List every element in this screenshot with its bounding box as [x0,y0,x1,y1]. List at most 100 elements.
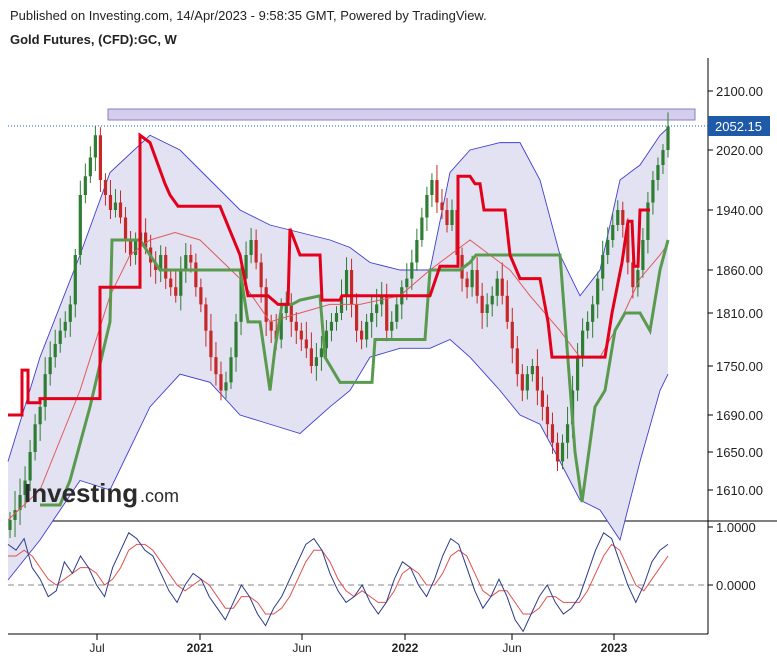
candle-body [435,180,439,203]
time-tick-label: Jun [292,641,311,655]
candle-body [666,126,670,150]
candle-body [174,287,178,296]
candle-body [284,304,288,313]
candle-body [565,424,570,443]
candle-body [334,313,339,322]
candle-body [108,195,113,210]
candle-body [264,287,268,322]
candle-body [485,304,489,313]
price-tick-label: 1750.00 [716,359,763,374]
candle-body [159,255,163,270]
candle-body [616,210,620,225]
candle-body [641,240,645,270]
candle-body [48,357,52,375]
chart-title: Gold Futures, (CFD):GC, W [10,32,177,47]
investing-logo: Investing .com [24,478,179,508]
osc-tick-label: 1.0000 [716,520,756,535]
time-tick-label: 2023 [601,641,628,655]
candle-body [445,210,449,225]
candle-body [63,321,67,331]
logo-suffix: .com [140,486,179,506]
candle-body [375,304,379,313]
candle-body [621,210,625,225]
candle-body [545,406,550,425]
candle-body [249,240,253,255]
candle-body [169,278,173,288]
candle-body [349,270,354,305]
candle-body [465,278,469,288]
price-tick-label: 1810.00 [716,306,763,321]
candle-body [68,304,72,322]
candle-body [38,406,42,425]
candle-body [8,520,12,530]
candle-body [440,202,444,210]
candle-body [370,313,374,322]
price-tick-label: 1860.00 [716,263,763,278]
candle-body [596,278,600,305]
candle-body [646,202,650,240]
osc-signal-line [8,543,669,615]
candle-body [319,348,324,358]
candle-body [239,278,243,322]
candle-body [254,240,258,263]
candle-body [525,374,529,391]
candle-body [606,240,610,255]
candle-body [73,255,77,305]
candle-body [224,382,228,391]
candle-body [58,330,62,344]
candle-body [586,321,590,331]
candle-body [189,255,193,263]
candle-body [279,313,283,340]
candle-body [354,304,359,331]
price-tick-label: 1610.00 [716,483,763,498]
candle-body [651,180,655,203]
candle-body [98,135,103,180]
last-price-tag [708,116,770,136]
time-tick-label: Jun [502,641,521,655]
bollinger-band [7,127,669,581]
candle-body [179,270,183,296]
candle-body [144,232,148,248]
candle-body [204,304,208,331]
candle-body [344,270,349,296]
candle-body [209,330,213,358]
candle-body [631,262,635,288]
candle-body [83,176,87,195]
published-header: Published on Investing.com, 14/Apr/2023 … [10,8,487,23]
candle-body [505,295,509,322]
candle-body [395,304,399,322]
candle-body [28,452,32,481]
candle-body [581,330,585,358]
candle-body [269,321,273,331]
candle-body [299,330,303,340]
candle-body [661,150,665,165]
candle-body [244,255,248,279]
candle-body [18,495,22,510]
band-fill [8,127,668,580]
candle-body [309,348,313,366]
candle-body [405,278,409,288]
candle-body [560,442,565,462]
candle-body [229,357,233,383]
candle-body [611,225,615,240]
candle-body [88,157,92,177]
candle-body [450,210,454,225]
candle-body [93,135,97,158]
candle-body [13,510,17,520]
candle-body [420,217,424,240]
candle-body [194,262,198,288]
candle-body [53,343,57,358]
candle-body [495,278,499,296]
candle-body [259,262,263,288]
candle-body [550,424,555,443]
candle-body [118,202,123,218]
candle-body [656,165,660,180]
candle-body [154,262,158,270]
candle-body [601,255,605,279]
candle-body [199,287,203,305]
band-upper-line [7,127,669,462]
trend-stop-line [8,132,650,417]
osc-tick-label: 0.0000 [716,578,756,593]
candle-body [23,480,27,495]
